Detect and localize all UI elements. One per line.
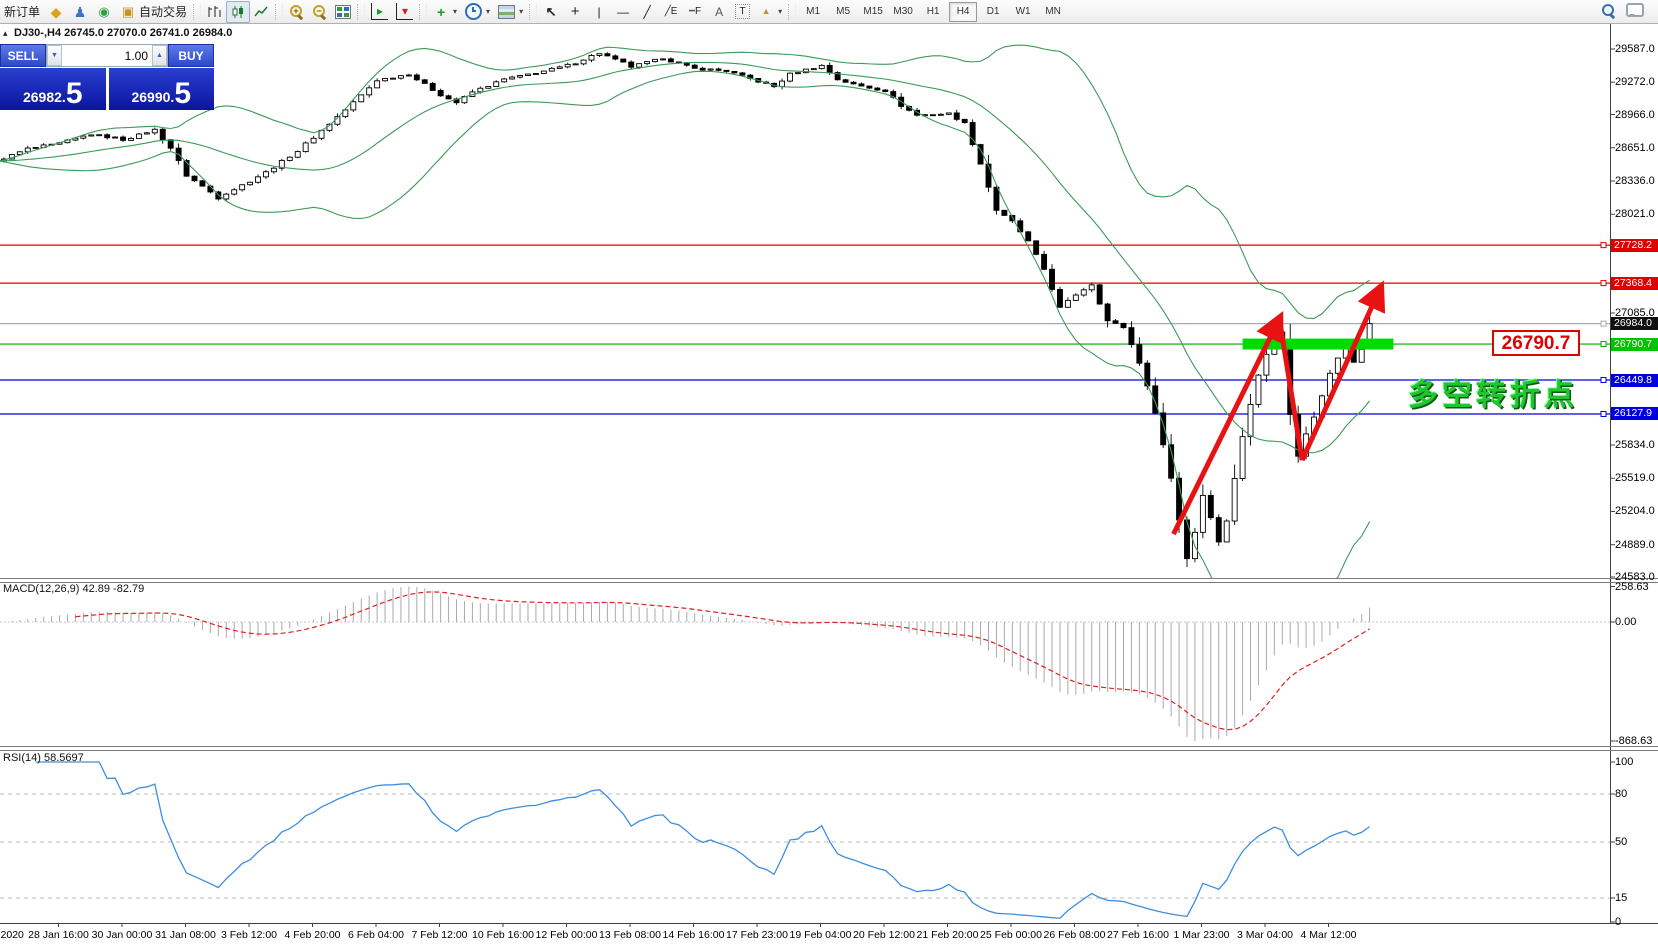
autotrading-icon: ▣ (121, 4, 135, 19)
horizontal-line-icon: — (617, 4, 630, 19)
bar-chart-button[interactable] (203, 2, 226, 22)
new-order-label: 新订单 (4, 5, 41, 19)
indicators-button[interactable]: + ▾ (429, 2, 461, 22)
text-label-icon: T (735, 4, 751, 19)
buy-button[interactable]: BUY (168, 44, 214, 67)
search-icon (1601, 3, 1616, 19)
timeframe-M30[interactable]: M30 (893, 6, 913, 17)
equidistant-channel-icon: ╱E (664, 5, 678, 17)
signals-button[interactable]: ◉ (92, 2, 116, 22)
tile-windows-icon (335, 4, 352, 19)
auto-scroll-icon: ▸ (371, 3, 389, 20)
toolbar: 新订单 ◆ ♟ ◉ ▣ 自动交易 + − ▸ ▾ + ▾ ▾ ▾ ↖ + | — … (0, 0, 1658, 24)
sell-price-dot: . (61, 89, 66, 105)
new-order-button[interactable]: 新订单 (0, 2, 44, 22)
toolbar-grip (193, 3, 202, 20)
timeframe-group: M1 M5 M15 M30 H1 H4 D1 W1 MN (798, 1, 1068, 22)
timeframe-M1[interactable]: M1 (806, 6, 821, 17)
timeframe-H1[interactable]: H1 (926, 6, 940, 17)
turning-point-annotation[interactable]: 多空转折点 (1408, 379, 1578, 412)
candlestick-chart-button[interactable] (226, 0, 251, 23)
zoom-in-icon: + (289, 4, 304, 21)
line-chart-icon (254, 6, 268, 16)
toolbar-grip (275, 3, 284, 20)
autotrading-button[interactable]: ▣ 自动交易 (116, 2, 191, 22)
text-label-tool-button[interactable]: T (731, 2, 754, 22)
trendline-icon: ╱ (643, 4, 651, 19)
text-tool-button[interactable]: A (707, 2, 731, 22)
sell-price-base: 26982 (22, 89, 62, 105)
templates-button[interactable]: ▾ (494, 2, 527, 22)
sell-button[interactable]: SELL (0, 44, 46, 67)
zoom-out-icon: − (312, 4, 327, 21)
timeframe-D1[interactable]: D1 (986, 6, 1000, 17)
autotrading-label: 自动交易 (139, 5, 188, 19)
templates-icon (498, 4, 516, 19)
volume-input[interactable] (62, 45, 152, 66)
signals-icon: ◉ (98, 4, 110, 19)
toolbar-grip (357, 3, 366, 20)
cursor-tool-button[interactable]: ↖ (539, 2, 563, 22)
chart-shift-icon: ▾ (396, 3, 414, 20)
one-click-collapse-icon[interactable]: ▴ (3, 28, 8, 38)
bar-chart-icon (208, 5, 221, 17)
zoom-in-button[interactable]: + (285, 2, 308, 22)
sell-price-display[interactable]: 26982. 5 (0, 68, 106, 110)
cursor-icon: ↖ (545, 4, 557, 19)
crosshair-icon: + (570, 3, 580, 20)
crosshair-tool-button[interactable]: + (563, 2, 587, 22)
chat-icon (1626, 3, 1644, 17)
chevron-down-icon: ▾ (778, 7, 783, 16)
toolbar-grip (419, 3, 428, 20)
fibonacci-tool-button[interactable]: ┅F (683, 2, 707, 22)
channel-tool-button[interactable]: ╱E (659, 2, 683, 22)
trendline-tool-button[interactable]: ╱ (635, 2, 659, 22)
indicators-add-icon: + (436, 3, 446, 20)
search-button[interactable] (1601, 3, 1616, 21)
sell-price-pip: 5 (65, 77, 83, 110)
timeframe-W1[interactable]: W1 (1015, 6, 1031, 17)
volume-decrease-button[interactable]: ▼ (47, 45, 62, 66)
price-callout-box[interactable]: 26790.7 (1492, 330, 1580, 356)
clock-icon (465, 3, 483, 20)
timeframe-H4[interactable]: H4 (949, 1, 978, 22)
metaeditor-button[interactable]: ◆ (44, 2, 68, 22)
timeframe-M15[interactable]: M15 (863, 6, 883, 17)
fibonacci-icon: ┅F (689, 5, 702, 17)
one-click-trading-panel: SELL ▼ ▲ BUY 26982.5 26990.5 (0, 44, 214, 110)
arrows-icon: ▲ (761, 6, 771, 16)
volume-control: ▼ ▲ (46, 44, 168, 67)
buy-price-dot: . (170, 89, 175, 105)
toolbar-grip (529, 3, 538, 20)
chevron-down-icon: ▾ (519, 7, 524, 16)
metaeditor-icon: ◆ (50, 3, 62, 20)
chat-button[interactable] (1626, 3, 1644, 20)
timeframe-MN[interactable]: MN (1045, 6, 1061, 17)
vertical-line-icon: | (597, 4, 601, 19)
buy-price-display[interactable]: 26990. 5 (108, 68, 214, 110)
auto-scroll-button[interactable]: ▸ (367, 2, 392, 22)
toolbar-grip (788, 3, 797, 20)
buy-price-base: 26990 (131, 89, 171, 105)
text-icon: A (715, 4, 724, 19)
market-button[interactable]: ♟ (68, 2, 92, 22)
volume-increase-button[interactable]: ▲ (152, 45, 167, 66)
candlestick-chart-icon (232, 5, 244, 18)
zoom-out-button[interactable]: − (308, 2, 331, 22)
tile-windows-button[interactable] (331, 2, 355, 22)
horizontal-line-tool-button[interactable]: — (611, 2, 635, 22)
periods-button[interactable]: ▾ (461, 2, 494, 22)
vertical-line-tool-button[interactable]: | (587, 2, 611, 22)
market-icon: ♟ (73, 3, 87, 20)
buy-price-pip: 5 (174, 77, 191, 110)
arrows-tool-button[interactable]: ▲ ▾ (754, 2, 786, 22)
chevron-down-icon: ▾ (453, 7, 458, 16)
chart-shift-button[interactable]: ▾ (392, 2, 417, 22)
timeframe-M5[interactable]: M5 (836, 6, 851, 17)
chevron-down-icon: ▾ (486, 7, 491, 16)
line-chart-button[interactable] (250, 2, 273, 22)
